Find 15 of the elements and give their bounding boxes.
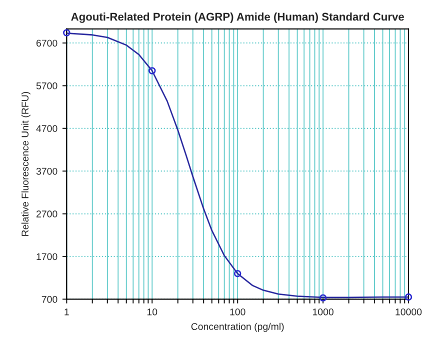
y-tick-label: 4700 [36, 125, 58, 132]
y-tick-label: 3700 [36, 168, 58, 175]
x-tick-label: 10 [147, 308, 158, 316]
y-tick-label: 700 [42, 296, 58, 303]
y-tick-label: 2700 [36, 210, 58, 218]
x-tick-label: 1000 [312, 308, 334, 316]
chart-title: Agouti-Related Protein (AGRP) Amide (Human) Standard Curve [71, 12, 404, 23]
y-tick-label: 5700 [36, 82, 58, 90]
x-tick-label: 100 [230, 308, 246, 316]
x-tick-label: 1 [64, 308, 69, 316]
y-axis-title: Relative Fluorescence Unit (RFU) [21, 92, 30, 236]
x-axis-title: Concentration (pg/ml) [191, 322, 284, 332]
x-tick-label: 10000 [396, 308, 422, 316]
y-tick-label: 6700 [36, 40, 58, 47]
y-tick-label: 1700 [36, 253, 58, 260]
